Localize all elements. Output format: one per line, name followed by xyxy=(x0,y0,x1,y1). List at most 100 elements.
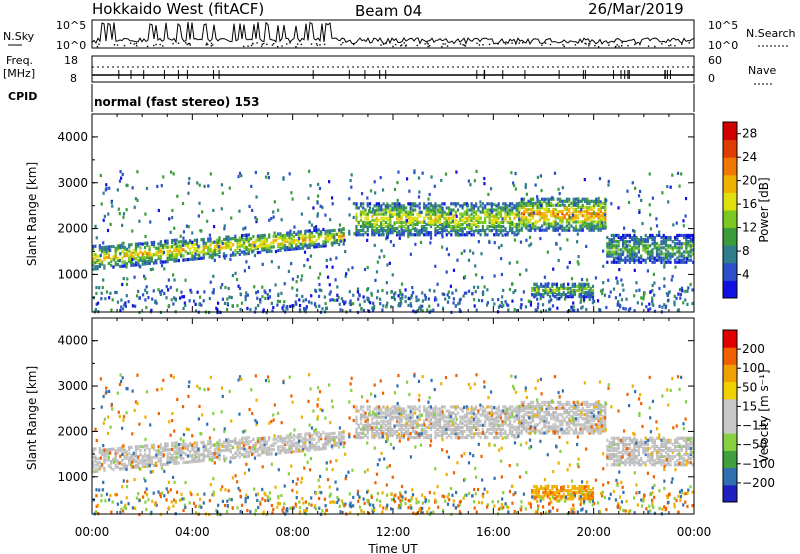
velocity-cell xyxy=(495,417,498,421)
power-cell xyxy=(209,243,212,247)
power-cell xyxy=(556,306,559,310)
power-cell xyxy=(301,244,305,248)
power-cell xyxy=(261,246,264,250)
velocity-cell xyxy=(443,429,446,434)
velocity-cell xyxy=(180,446,183,451)
power-cell xyxy=(168,245,171,249)
velocity-cell xyxy=(225,440,228,444)
velocity-cell xyxy=(465,423,469,427)
velocity-cell xyxy=(189,460,192,464)
power-cell xyxy=(583,297,586,302)
power-cell xyxy=(599,222,602,226)
velocity-cell xyxy=(290,440,293,444)
velocity-cell xyxy=(506,417,509,421)
velocity-cell xyxy=(137,461,140,465)
power-cell xyxy=(610,246,613,250)
power-cell xyxy=(344,300,347,304)
velocity-cell xyxy=(396,411,399,415)
velocity-cell xyxy=(441,429,444,434)
nsearch-point xyxy=(647,45,650,47)
power-cell xyxy=(571,213,575,217)
power-cell xyxy=(191,243,194,247)
power-cell xyxy=(236,246,239,251)
power-cell xyxy=(603,293,607,297)
velocity-cell xyxy=(304,442,307,446)
velocity-cell xyxy=(436,417,439,421)
velocity-cell xyxy=(317,445,320,449)
power-cell xyxy=(251,208,254,213)
power-cell xyxy=(333,228,336,233)
velocity-cell xyxy=(252,437,255,441)
power-cell xyxy=(486,224,489,229)
power-cell xyxy=(461,204,464,208)
velocity-cell xyxy=(295,435,298,439)
power-cell xyxy=(461,233,464,237)
power-cell xyxy=(94,254,97,259)
power-cell xyxy=(684,289,687,294)
power-cell xyxy=(409,212,412,216)
power-cell xyxy=(261,234,264,238)
power-cell xyxy=(101,246,104,250)
velocity-cell xyxy=(229,448,232,452)
power-cell xyxy=(531,201,535,205)
power-cell xyxy=(626,233,629,238)
power-cell xyxy=(118,211,121,216)
power-cell xyxy=(671,173,674,177)
power-cell xyxy=(299,232,302,236)
power-cell xyxy=(171,216,174,220)
power-cell xyxy=(355,231,358,235)
velocity-cell xyxy=(499,423,503,427)
power-cell xyxy=(413,170,416,175)
velocity-cell xyxy=(236,441,239,445)
power-cell xyxy=(673,246,677,250)
power-cell xyxy=(572,226,575,230)
power-cell xyxy=(180,250,183,254)
velocity-cell xyxy=(211,456,214,460)
power-cell xyxy=(691,233,695,238)
power-cell xyxy=(461,231,464,235)
power-cell xyxy=(103,258,106,262)
power-cell xyxy=(667,252,670,256)
power-cell xyxy=(288,243,291,247)
velocity-cell xyxy=(490,417,494,421)
velocity-cell xyxy=(286,450,289,454)
power-cell xyxy=(301,236,305,240)
velocity-cell xyxy=(382,429,385,434)
velocity-cell xyxy=(317,437,320,441)
power-cell xyxy=(568,228,571,232)
power-cell xyxy=(586,201,589,205)
power-cell xyxy=(411,222,415,227)
power-cell xyxy=(612,244,616,248)
power-cell xyxy=(604,218,607,222)
power-cell xyxy=(563,216,566,220)
velocity-cell xyxy=(119,448,122,453)
power-cell xyxy=(673,252,677,256)
velocity-cell xyxy=(375,433,378,438)
power-cell xyxy=(463,291,467,295)
power-cell xyxy=(259,250,262,254)
velocity-cell xyxy=(423,429,426,434)
velocity-cell xyxy=(132,459,135,464)
power-cell xyxy=(310,301,313,305)
power-cell xyxy=(322,240,325,244)
power-cell xyxy=(488,212,491,216)
velocity-cell xyxy=(299,432,302,437)
power-cell xyxy=(488,202,491,206)
velocity-cell xyxy=(454,427,457,431)
power-cell xyxy=(218,248,221,252)
power-cell xyxy=(329,298,332,302)
velocity-cell xyxy=(488,417,491,421)
power-cell xyxy=(425,204,428,208)
power-cell xyxy=(414,242,417,246)
power-cell xyxy=(219,285,222,290)
power-cell xyxy=(290,243,293,247)
power-cell xyxy=(673,244,677,248)
velocity-cell xyxy=(436,407,439,411)
power-cell xyxy=(427,208,430,212)
power-cell xyxy=(585,244,588,249)
velocity-cell xyxy=(227,448,230,452)
velocity-cell xyxy=(386,413,390,417)
velocity-cell xyxy=(461,431,464,436)
velocity-cell xyxy=(434,419,437,423)
power-cell xyxy=(637,240,641,244)
